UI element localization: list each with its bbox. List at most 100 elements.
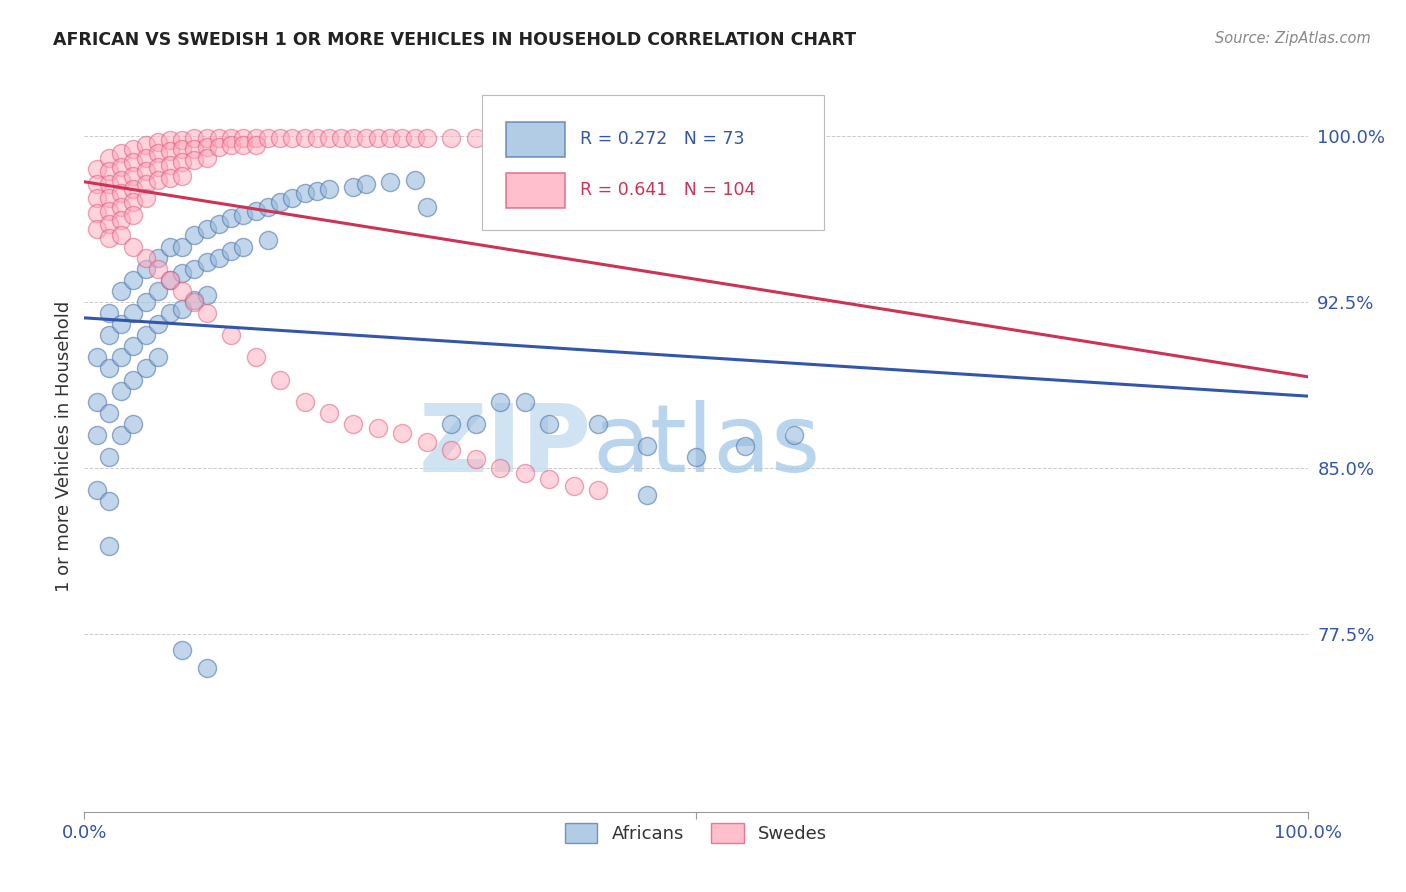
Point	[122, 372, 145, 386]
Point	[146, 261, 169, 276]
Point	[183, 153, 205, 167]
Point	[110, 213, 132, 227]
Point	[513, 466, 536, 480]
FancyBboxPatch shape	[506, 122, 565, 157]
Point	[269, 131, 291, 145]
Point	[734, 439, 756, 453]
Point	[305, 184, 328, 198]
Point	[97, 204, 120, 219]
Point	[586, 131, 609, 145]
Point	[195, 255, 218, 269]
FancyBboxPatch shape	[506, 173, 565, 209]
Point	[97, 494, 120, 508]
Point	[86, 351, 108, 365]
Point	[257, 233, 280, 247]
Point	[404, 173, 426, 187]
Point	[135, 361, 157, 376]
Point	[294, 394, 316, 409]
Y-axis label: 1 or more Vehicles in Household: 1 or more Vehicles in Household	[55, 301, 73, 591]
Point	[391, 425, 413, 440]
Point	[86, 394, 108, 409]
Point	[159, 170, 181, 185]
Point	[146, 173, 169, 187]
Point	[661, 131, 683, 145]
Point	[135, 251, 157, 265]
Point	[110, 317, 132, 331]
Point	[97, 178, 120, 192]
Point	[636, 131, 658, 145]
Point	[159, 306, 181, 320]
Point	[464, 417, 486, 431]
Text: ZIP: ZIP	[419, 400, 592, 492]
Point	[159, 133, 181, 147]
Point	[97, 406, 120, 420]
Point	[440, 443, 463, 458]
Point	[135, 137, 157, 152]
Point	[122, 239, 145, 253]
Point	[122, 155, 145, 169]
Point	[86, 221, 108, 235]
Point	[342, 179, 364, 194]
Point	[281, 131, 304, 145]
Point	[135, 178, 157, 192]
Point	[294, 186, 316, 201]
Point	[97, 539, 120, 553]
Point	[783, 428, 806, 442]
Point	[110, 200, 132, 214]
Point	[269, 195, 291, 210]
Point	[416, 131, 439, 145]
Point	[489, 461, 512, 475]
Point	[416, 434, 439, 449]
Point	[122, 195, 145, 210]
Point	[110, 228, 132, 243]
Point	[172, 155, 194, 169]
Point	[146, 284, 169, 298]
Point	[305, 131, 328, 145]
FancyBboxPatch shape	[482, 95, 824, 230]
Point	[97, 191, 120, 205]
Point	[159, 273, 181, 287]
Point	[367, 421, 389, 435]
Point	[586, 417, 609, 431]
Point	[122, 169, 145, 183]
Point	[159, 239, 181, 253]
Point	[318, 131, 340, 145]
Point	[122, 339, 145, 353]
Point	[464, 452, 486, 467]
Point	[172, 643, 194, 657]
Point	[404, 131, 426, 145]
Point	[172, 266, 194, 280]
Point	[110, 146, 132, 161]
Point	[342, 131, 364, 145]
Point	[122, 209, 145, 223]
Point	[281, 191, 304, 205]
Point	[195, 221, 218, 235]
Point	[122, 182, 145, 196]
Point	[219, 131, 242, 145]
Point	[146, 160, 169, 174]
Point	[208, 140, 231, 154]
Point	[232, 131, 254, 145]
Point	[195, 288, 218, 302]
Point	[183, 228, 205, 243]
Point	[685, 131, 707, 145]
Point	[440, 131, 463, 145]
Point	[219, 244, 242, 258]
Point	[232, 209, 254, 223]
Point	[183, 131, 205, 145]
Point	[195, 131, 218, 145]
Point	[86, 191, 108, 205]
Point	[685, 450, 707, 464]
Point	[257, 131, 280, 145]
Text: AFRICAN VS SWEDISH 1 OR MORE VEHICLES IN HOUSEHOLD CORRELATION CHART: AFRICAN VS SWEDISH 1 OR MORE VEHICLES IN…	[53, 31, 856, 49]
Point	[318, 406, 340, 420]
Point	[135, 261, 157, 276]
Point	[208, 251, 231, 265]
Point	[245, 204, 267, 219]
Point	[269, 372, 291, 386]
Point	[172, 239, 194, 253]
Point	[219, 328, 242, 343]
Point	[562, 479, 585, 493]
Point	[538, 417, 561, 431]
Point	[464, 131, 486, 145]
